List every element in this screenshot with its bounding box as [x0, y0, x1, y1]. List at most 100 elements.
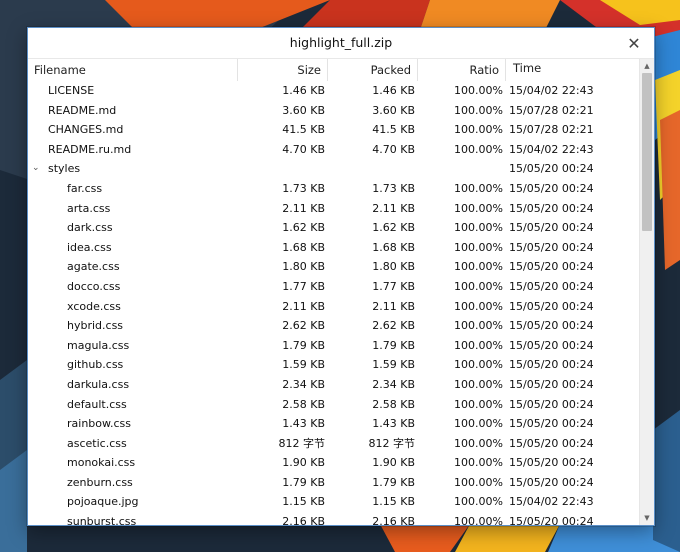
table-row[interactable]: ascetic.css 812 字节 812 字节 100.00% 15/05/20 0…	[28, 434, 640, 454]
cell-time: 15/05/20 00:24	[509, 338, 594, 352]
table-row[interactable]: LICENSE 1.46 KB 1.46 KB 100.00% 15/04/02 22:…	[28, 81, 640, 101]
cell-time: 15/05/20 00:24	[509, 515, 594, 525]
cell-ratio: 100.00%	[454, 84, 503, 97]
cell-ratio: 100.00%	[454, 436, 503, 450]
folder-row[interactable]: ⌄ styles 15/05/20 00:24	[28, 159, 640, 179]
column-header-ratio[interactable]: Ratio	[418, 59, 506, 81]
scrollbar-thumb[interactable]	[642, 73, 652, 231]
table-row[interactable]: far.css 1.73 KB 1.73 KB 100.00% 15/05/20 00:…	[28, 179, 640, 199]
cell-filename: monokai.css	[67, 456, 136, 470]
cell-size	[238, 159, 325, 179]
table-row[interactable]: docco.css 1.77 KB 1.77 KB 100.00% 15/05/20 0…	[28, 277, 640, 297]
column-header-time[interactable]: Time	[513, 61, 542, 75]
cell-time: 15/04/02 22:43	[509, 84, 594, 97]
cell-filename: styles	[48, 162, 81, 176]
cell-ratio: 100.00%	[454, 377, 503, 391]
scroll-up-icon[interactable]: ▲	[644, 62, 650, 70]
cell-time: 15/05/20 00:24	[509, 162, 594, 176]
table-row[interactable]: hybrid.css 2.62 KB 2.62 KB 100.00% 15/05/20 …	[28, 316, 640, 336]
table-row[interactable]: agate.css 1.80 KB 1.80 KB 100.00% 15/05/20 0…	[28, 257, 640, 277]
column-header-filename[interactable]: Filename	[28, 59, 238, 81]
cell-packed: 2.58 KB	[372, 397, 415, 411]
close-icon[interactable]: ✕	[627, 33, 641, 53]
cell-time: 15/05/20 00:24	[509, 456, 594, 470]
cell-size: 1.79 KB	[282, 475, 325, 489]
cell-size: 2.62 KB	[282, 319, 325, 333]
cell-packed: 4.70 KB	[372, 142, 415, 156]
cell-filename: README.ru.md	[48, 142, 132, 156]
cell-time: 15/05/20 00:24	[509, 221, 594, 235]
title-bar[interactable]: highlight_full.zip ✕	[28, 28, 654, 59]
cell-size: 3.60 KB	[282, 103, 325, 117]
file-list[interactable]: LICENSE 1.46 KB 1.46 KB 100.00% 15/04/02 22:…	[28, 81, 640, 525]
cell-ratio: 100.00%	[454, 201, 503, 215]
cell-size: 2.16 KB	[282, 515, 325, 525]
cell-size: 812 字节	[278, 436, 326, 450]
cell-filename: magula.css	[67, 338, 130, 352]
table-row[interactable]: github.css 1.59 KB 1.59 KB 100.00% 15/05/20 …	[28, 355, 640, 375]
table-row[interactable]: magula.css 1.79 KB 1.79 KB 100.00% 15/05/20 …	[28, 336, 640, 356]
table-row[interactable]: default.css 2.58 KB 2.58 KB 100.00% 15/05/20…	[28, 395, 640, 415]
cell-size: 1.90 KB	[282, 456, 325, 470]
table-row[interactable]: rainbow.css 1.43 KB 1.43 KB 100.00% 15/05/20…	[28, 414, 640, 434]
cell-filename: default.css	[67, 397, 127, 411]
column-header-packed[interactable]: Packed	[328, 59, 418, 81]
cell-packed: 1.15 KB	[372, 495, 415, 509]
cell-filename: hybrid.css	[67, 319, 124, 333]
table-row[interactable]: dark.css 1.62 KB 1.62 KB 100.00% 15/05/20 00…	[28, 218, 640, 238]
column-header-size[interactable]: Size	[238, 59, 328, 81]
cell-ratio	[418, 159, 503, 179]
vertical-scrollbar[interactable]: ▲ ▼	[639, 59, 654, 525]
cell-size: 1.46 KB	[282, 84, 325, 97]
cell-filename: ascetic.css	[67, 436, 127, 450]
cell-packed: 1.62 KB	[372, 221, 415, 235]
cell-packed: 2.16 KB	[372, 515, 415, 525]
cell-ratio: 100.00%	[454, 417, 503, 431]
cell-ratio: 100.00%	[454, 103, 503, 117]
cell-time: 15/05/20 00:24	[509, 201, 594, 215]
cell-packed: 2.11 KB	[372, 299, 415, 313]
cell-filename: xcode.css	[67, 299, 121, 313]
table-row[interactable]: monokai.css 1.90 KB 1.90 KB 100.00% 15/05/20…	[28, 453, 640, 473]
cell-filename: arta.css	[67, 201, 111, 215]
cell-packed: 3.60 KB	[372, 103, 415, 117]
chevron-down-icon[interactable]: ⌄	[32, 163, 40, 174]
table-row[interactable]: README.md 3.60 KB 3.60 KB 100.00% 15/07/28 0…	[28, 101, 640, 121]
cell-time: 15/05/20 00:24	[509, 181, 594, 195]
table-row[interactable]: sunburst.css 2.16 KB 2.16 KB 100.00% 15/05/2…	[28, 512, 640, 525]
cell-size: 4.70 KB	[282, 142, 325, 156]
cell-ratio: 100.00%	[454, 181, 503, 195]
cell-filename: github.css	[67, 358, 124, 372]
scroll-down-icon[interactable]: ▼	[644, 514, 650, 522]
table-row[interactable]: README.ru.md 4.70 KB 4.70 KB 100.00% 15/04/0…	[28, 140, 640, 160]
cell-size: 1.77 KB	[282, 279, 325, 293]
cell-filename: zenburn.css	[67, 475, 133, 489]
table-row[interactable]: CHANGES.md 41.5 KB 41.5 KB 100.00% 15/07/28 …	[28, 120, 640, 140]
cell-time: 15/04/02 22:43	[509, 495, 594, 509]
cell-packed: 1.68 KB	[372, 240, 415, 254]
table-row[interactable]: pojoaque.jpg 1.15 KB 1.15 KB 100.00% 15/04/0…	[28, 492, 640, 512]
cell-filename: pojoaque.jpg	[67, 495, 139, 509]
table-row[interactable]: xcode.css 2.11 KB 2.11 KB 100.00% 15/05/20 0…	[28, 297, 640, 317]
table-row[interactable]: idea.css 1.68 KB 1.68 KB 100.00% 15/05/20 00…	[28, 238, 640, 258]
cell-packed: 2.34 KB	[372, 377, 415, 391]
table-row[interactable]: arta.css 2.11 KB 2.11 KB 100.00% 15/05/20 00…	[28, 199, 640, 219]
cell-ratio: 100.00%	[454, 475, 503, 489]
cell-packed: 1.77 KB	[372, 279, 415, 293]
cell-filename: LICENSE	[48, 84, 95, 97]
cell-size: 1.68 KB	[282, 240, 325, 254]
cell-filename: README.md	[48, 103, 117, 117]
cell-packed	[328, 159, 415, 179]
cell-packed: 1.80 KB	[372, 260, 415, 274]
cell-packed: 1.79 KB	[372, 338, 415, 352]
table-row[interactable]: zenburn.css 1.79 KB 1.79 KB 100.00% 15/05/20…	[28, 473, 640, 493]
cell-ratio: 100.00%	[454, 240, 503, 254]
cell-size: 2.58 KB	[282, 397, 325, 411]
cell-size: 2.11 KB	[282, 299, 325, 313]
cell-time: 15/05/20 00:24	[509, 436, 594, 450]
cell-ratio: 100.00%	[454, 397, 503, 411]
cell-ratio: 100.00%	[454, 456, 503, 470]
table-row[interactable]: darkula.css 2.34 KB 2.34 KB 100.00% 15/05/20…	[28, 375, 640, 395]
cell-size: 2.11 KB	[282, 201, 325, 215]
cell-packed: 1.90 KB	[372, 456, 415, 470]
